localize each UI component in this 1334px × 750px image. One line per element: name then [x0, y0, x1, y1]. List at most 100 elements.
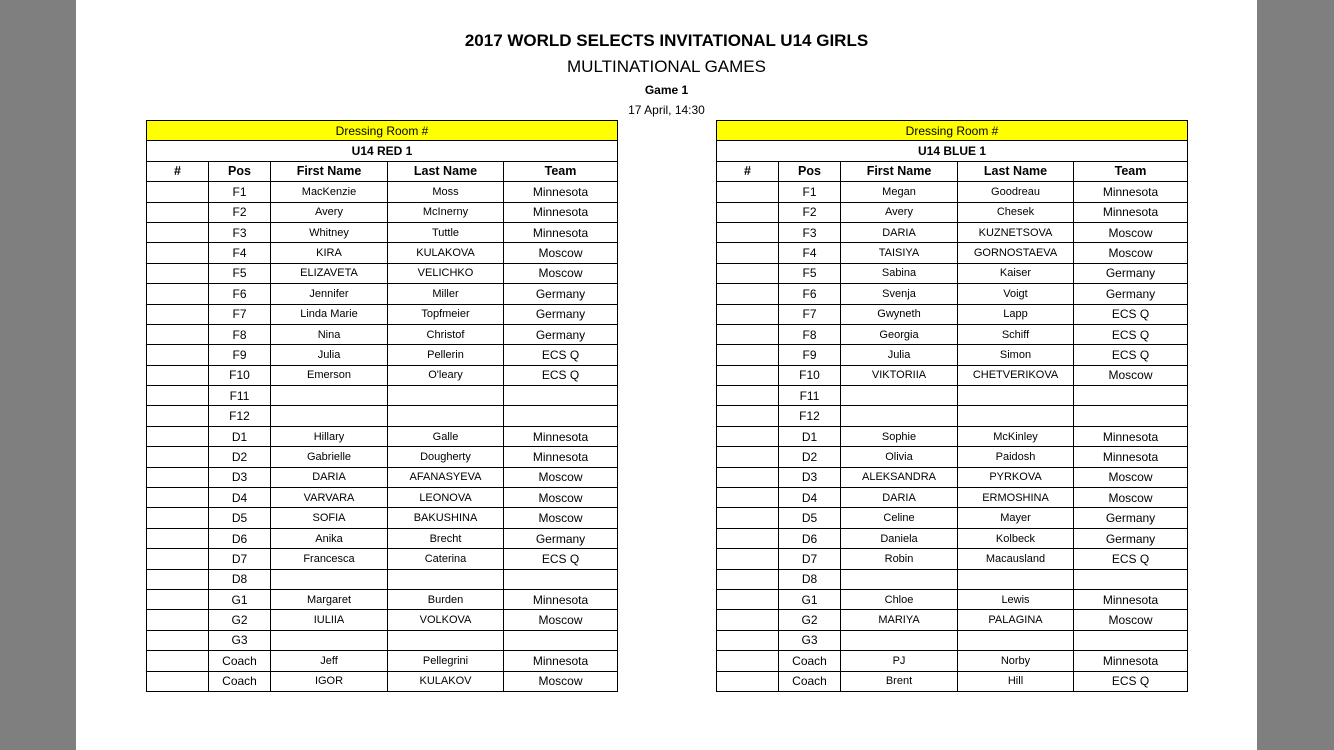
roster-table-red: Dressing Room # U14 RED 1 # Pos First Name La… [145, 119, 619, 692]
pos-cell: F10 [208, 364, 271, 387]
pos-cell: F11 [208, 385, 271, 407]
first-name-cell: Brent [840, 670, 958, 692]
pos-cell: F4 [778, 242, 841, 264]
pos-cell: F4 [208, 242, 271, 264]
table-row: F12 [716, 405, 1189, 427]
team-cell: ECS Q [1072, 670, 1189, 692]
team-cell: Germany [1072, 283, 1189, 305]
table-row: F10 Emerson O'leary ECS Q [146, 364, 619, 387]
last-name-cell: LEONOVA [387, 487, 504, 509]
last-name-cell: McKinley [957, 425, 1074, 448]
number-cell [716, 405, 779, 427]
first-name-cell [270, 385, 388, 407]
pos-cell: D6 [778, 527, 841, 550]
number-cell [716, 568, 779, 590]
pos-cell: F10 [778, 364, 841, 387]
pos-cell: D1 [208, 425, 271, 448]
team-cell: ECS Q [502, 344, 619, 366]
number-cell [146, 262, 209, 285]
last-name-cell: KULAKOV [387, 670, 504, 692]
pos-cell: Coach [208, 670, 271, 692]
first-name-cell: ELIZAVETA [270, 262, 388, 285]
team-cell: Minnesota [502, 425, 619, 448]
table-row: D3 ALEKSANDRA PYRKOVA Moscow [716, 466, 1189, 489]
table-row: F8 Nina Christof Germany [146, 323, 619, 346]
last-name-cell: Hill [957, 670, 1074, 692]
team-cell: Germany [502, 303, 619, 325]
pos-cell: F7 [208, 303, 271, 325]
last-name-cell [387, 385, 504, 407]
first-name-cell: Chloe [840, 588, 958, 611]
pos-cell: F11 [778, 385, 841, 407]
number-cell [716, 262, 779, 285]
table-row: G2 MARIYA PALAGINA Moscow [716, 609, 1189, 631]
last-name-cell: Macausland [957, 548, 1074, 570]
table-row: D7 Francesca Caterina ECS Q [146, 548, 619, 570]
table-row: F4 KIRA KULAKOVA Moscow [146, 242, 619, 264]
first-name-cell: Jennifer [270, 283, 388, 305]
table-row: D1 Sophie McKinley Minnesota [716, 425, 1189, 448]
team-cell: ECS Q [502, 364, 619, 387]
pos-cell: F8 [778, 323, 841, 346]
number-cell [146, 670, 209, 692]
first-name-cell: DARIA [840, 221, 958, 244]
table-row: D4 DARIA ERMOSHINA Moscow [716, 487, 1189, 509]
first-name-cell: ALEKSANDRA [840, 466, 958, 489]
table-row: F11 [716, 385, 1189, 407]
team-cell: ECS Q [502, 548, 619, 570]
table-row: D3 DARIA AFANASYEVA Moscow [146, 466, 619, 489]
team-cell: Moscow [502, 670, 619, 692]
pos-cell: D3 [778, 466, 841, 489]
table-row: Coach Jeff Pellegrini Minnesota [146, 650, 619, 672]
first-name-cell: DARIA [840, 487, 958, 509]
pos-cell: D4 [208, 487, 271, 509]
table-row: D5 Celine Mayer Germany [716, 507, 1189, 529]
team-cell: Minnesota [1072, 446, 1189, 468]
last-name-cell: Lapp [957, 303, 1074, 325]
first-name-cell: DARIA [270, 466, 388, 489]
pos-cell: D6 [208, 527, 271, 550]
number-cell [146, 588, 209, 611]
first-name-cell: Margaret [270, 588, 388, 611]
team-cell: Moscow [1072, 609, 1189, 631]
pos-cell: F3 [208, 221, 271, 244]
last-name-cell [957, 405, 1074, 427]
number-cell [146, 385, 209, 407]
document-page: 2017 WORLD SELECTS INVITATIONAL U14 GIRL… [76, 0, 1257, 750]
team-cell: Moscow [1072, 487, 1189, 509]
first-name-cell: SOFIA [270, 507, 388, 529]
column-header: # [146, 160, 209, 183]
game-label: Game 1 [644, 83, 689, 97]
number-cell [146, 629, 209, 652]
last-name-cell: BAKUSHINA [387, 507, 504, 529]
last-name-cell: PYRKOVA [957, 466, 1074, 489]
last-name-cell: McInerny [387, 201, 504, 223]
number-cell [146, 609, 209, 631]
table-row: F9 Julia Pellerin ECS Q [146, 344, 619, 366]
first-name-cell: Francesca [270, 548, 388, 570]
number-cell [146, 568, 209, 590]
last-name-cell [957, 568, 1074, 590]
last-name-cell: Moss [387, 181, 504, 203]
team-cell: Germany [1072, 507, 1189, 529]
pos-cell: G1 [778, 588, 841, 611]
pos-cell: F12 [208, 405, 271, 427]
pos-cell: Coach [778, 670, 841, 692]
pos-cell: F2 [208, 201, 271, 223]
game-datetime: 17 April, 14:30 [628, 103, 705, 117]
table-row: D2 Gabrielle Dougherty Minnesota [146, 446, 619, 468]
first-name-cell: Robin [840, 548, 958, 570]
pos-cell: G3 [208, 629, 271, 652]
number-cell [716, 323, 779, 346]
last-name-cell: Pellerin [387, 344, 504, 366]
table-row: F4 TAISIYA GORNOSTAEVA Moscow [716, 242, 1189, 264]
pos-cell: F3 [778, 221, 841, 244]
last-name-cell: Chesek [957, 201, 1074, 223]
header-row: # Pos First Name Last Name Team [716, 160, 1189, 183]
last-name-cell: CHETVERIKOVA [957, 364, 1074, 387]
first-name-cell: Gwyneth [840, 303, 958, 325]
pos-cell: D2 [778, 446, 841, 468]
table-row: F3 DARIA KUZNETSOVA Moscow [716, 221, 1189, 244]
team-cell: Minnesota [1072, 201, 1189, 223]
table-row: Coach IGOR KULAKOV Moscow [146, 670, 619, 692]
